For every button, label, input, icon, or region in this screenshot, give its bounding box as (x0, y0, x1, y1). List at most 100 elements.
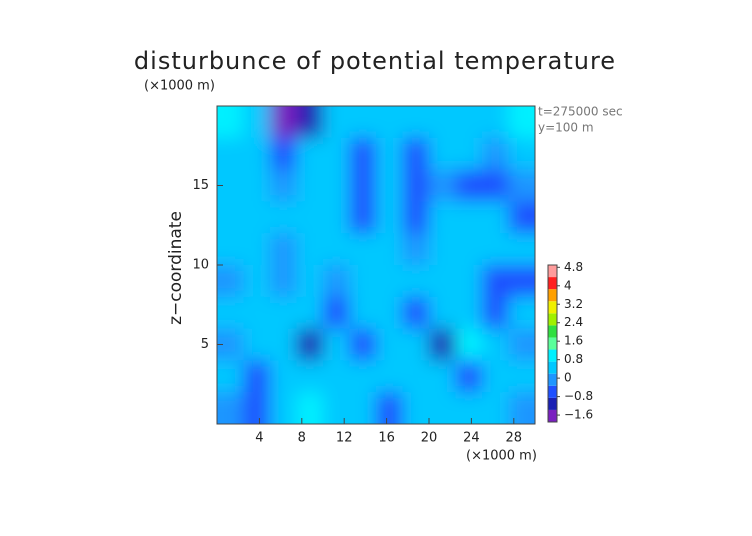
colorbar-box (548, 385, 557, 398)
field-cell (270, 328, 297, 361)
field-cell (402, 392, 430, 424)
field-cell (243, 296, 271, 330)
colorbar-box (548, 313, 557, 326)
field-cell (243, 106, 271, 139)
field-cell (508, 296, 535, 330)
field-cell (296, 360, 324, 393)
field-cell (376, 137, 403, 171)
y-tick-label: 15 (192, 178, 209, 193)
field-cell (270, 392, 297, 424)
colorbar-box (548, 337, 557, 350)
field-cell (296, 328, 324, 361)
field-cell (296, 201, 324, 234)
field-cell (243, 169, 271, 202)
field-cell (376, 296, 403, 330)
field-cell (349, 169, 377, 202)
field-cell (402, 265, 430, 298)
field-cell (508, 233, 535, 266)
annotation: y=100 m (538, 121, 594, 135)
field-cell (270, 169, 297, 202)
field-cell (429, 137, 456, 171)
colorbar-box (548, 325, 557, 338)
x-tick-label: 16 (378, 431, 395, 446)
field-cell (508, 360, 535, 393)
field-cell (376, 106, 403, 139)
field-cell (508, 169, 535, 202)
field-cell (429, 169, 456, 202)
field-cell (429, 201, 456, 234)
x-tick-label: 12 (336, 431, 353, 446)
x-tick-label: 4 (255, 431, 263, 446)
field-cell (323, 201, 350, 234)
field-cell (349, 360, 377, 393)
field-cell (217, 201, 244, 234)
field-cell (243, 392, 271, 424)
field-cell (402, 201, 430, 234)
field-cell (323, 328, 350, 361)
field-cell (217, 265, 244, 298)
field-cell (270, 233, 297, 266)
field-cell (376, 360, 403, 393)
colorbar-box (548, 373, 557, 386)
field-cells (217, 106, 535, 424)
colorbar-tick-label: 4.8 (564, 260, 583, 274)
field-cell (349, 201, 377, 234)
field-cell (429, 233, 456, 266)
field-cell (270, 137, 297, 171)
field-cell (349, 137, 377, 171)
field-cell (323, 137, 350, 171)
field-cell (217, 360, 244, 393)
field-cell (296, 265, 324, 298)
x-tick-label: 28 (506, 431, 523, 446)
field-cell (455, 201, 483, 234)
field (217, 106, 535, 424)
field-cell (270, 360, 297, 393)
field-cell (429, 328, 456, 361)
field-cell (349, 328, 377, 361)
colorbar-box (548, 349, 557, 362)
y-tick-label: 10 (192, 258, 209, 273)
field-cell (323, 106, 350, 139)
field-cell (455, 265, 483, 298)
colorbar-tick-label: 4 (564, 278, 572, 292)
field-cell (349, 392, 377, 424)
colorbar-box (548, 277, 557, 290)
field-cell (429, 392, 456, 424)
field-cell (402, 328, 430, 361)
field-cell (508, 265, 535, 298)
field-cell (482, 233, 509, 266)
field-cell (243, 233, 271, 266)
field-cell (296, 392, 324, 424)
field-cell (243, 360, 271, 393)
colorbar-box (548, 361, 557, 374)
field-cell (270, 265, 297, 298)
field-cell (482, 201, 509, 234)
field-cell (508, 137, 535, 171)
x-tick-label: 24 (463, 431, 480, 446)
field-cell (482, 328, 509, 361)
field-cell (323, 296, 350, 330)
field-cell (243, 201, 271, 234)
colorbar-frame (547, 264, 558, 423)
field-cell (429, 296, 456, 330)
colorbar-box (548, 265, 557, 278)
y-tick-label: 5 (201, 337, 209, 352)
field-cell (243, 328, 271, 361)
colorbar-tick-label: 0 (564, 371, 572, 385)
field-cell (508, 201, 535, 234)
field-cell (402, 169, 430, 202)
field-cell (349, 265, 377, 298)
field-cell (402, 296, 430, 330)
colorbar-tick-label: −1.6 (564, 408, 593, 422)
y-axis-label: z−coordinate (166, 211, 186, 325)
field-cell (217, 392, 244, 424)
field-cell (323, 233, 350, 266)
x-unit: (×1000 m) (466, 449, 537, 464)
field-cell (349, 106, 377, 139)
field-cell (508, 392, 535, 424)
y-unit: (×1000 m) (144, 79, 215, 94)
field-cell (323, 169, 350, 202)
colorbar-tick-label: −0.8 (564, 389, 593, 403)
colorbar-box (548, 301, 557, 314)
